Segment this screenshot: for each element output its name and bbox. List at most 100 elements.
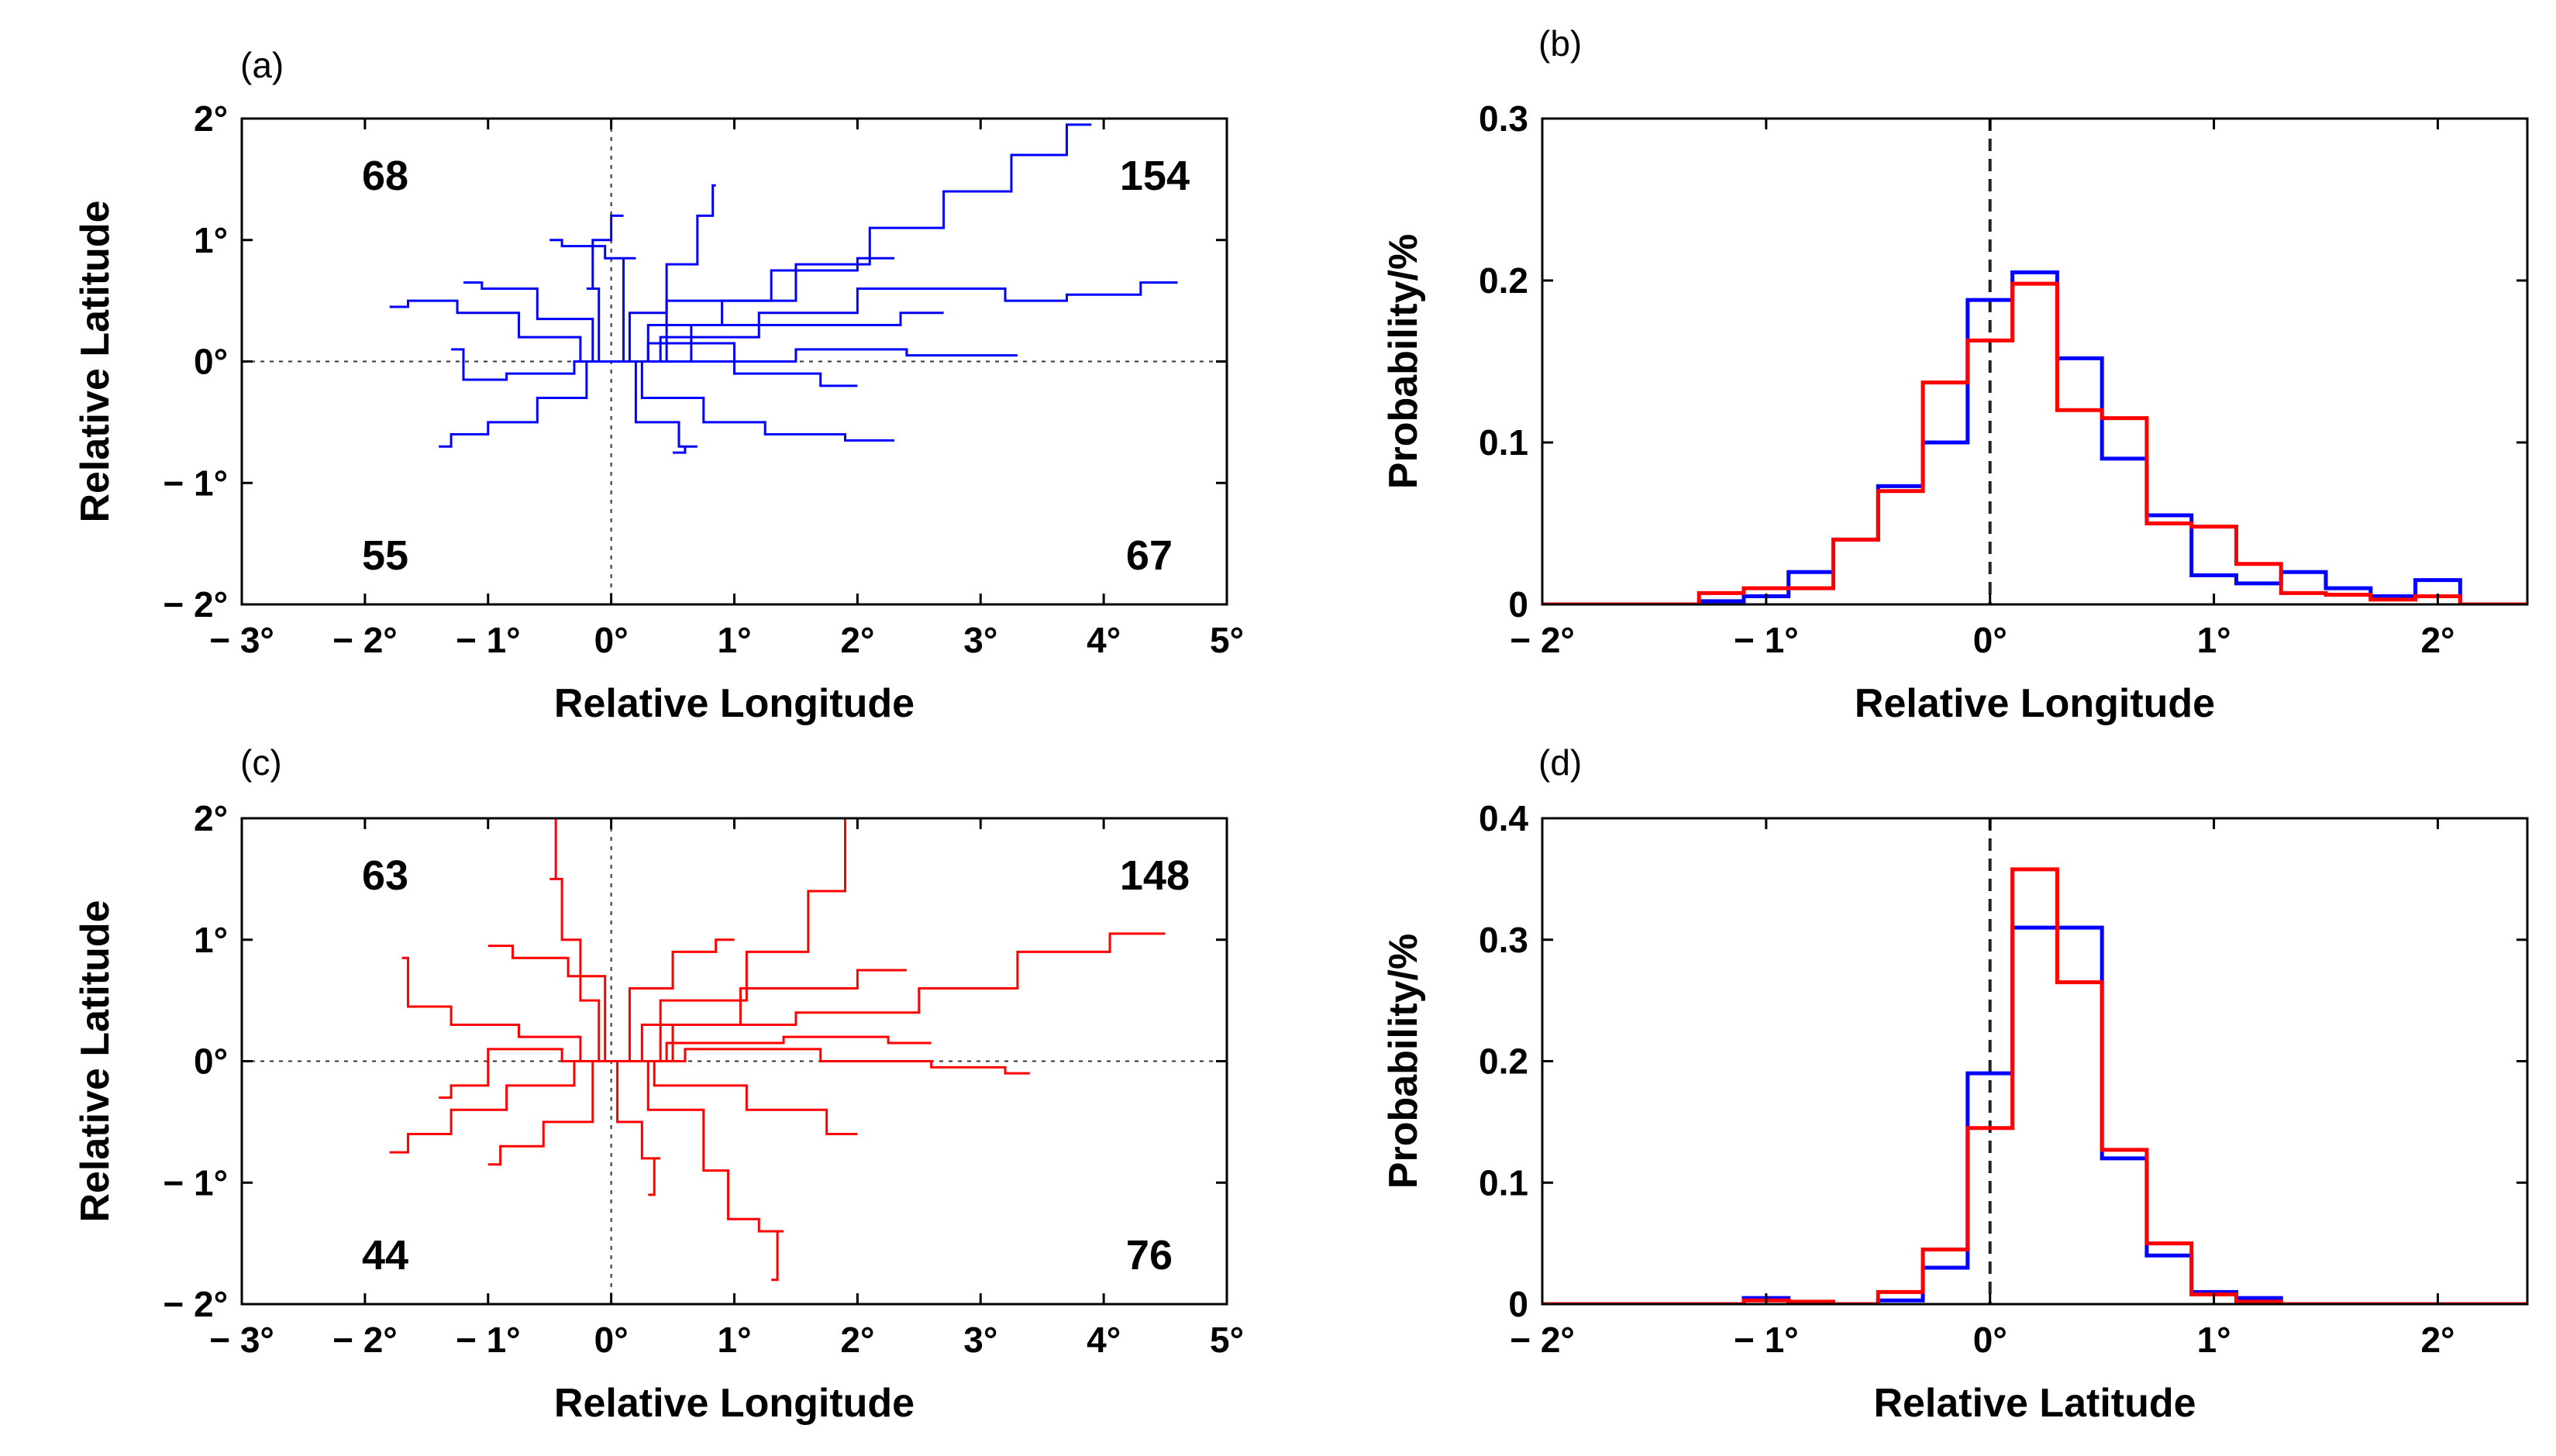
x-tick-label: 4° (1087, 1320, 1121, 1360)
y-axis-label: Probability/% (1381, 934, 1426, 1189)
x-axis-label: Relative Latitude (1873, 1381, 2196, 1426)
x-tick-label: 1° (2197, 620, 2231, 660)
track-group (389, 123, 1178, 454)
track-line (401, 956, 611, 1062)
y-tick-label: − 1° (163, 1162, 228, 1203)
track-line (611, 281, 1178, 363)
x-tick-label: 5° (1210, 620, 1244, 660)
x-tick-label: 2° (840, 1320, 874, 1360)
track-line (439, 1048, 611, 1100)
x-tick-label: 2° (2420, 620, 2454, 660)
track-line (611, 1060, 858, 1136)
x-tick-label: 3° (963, 620, 997, 660)
plot-frame (1541, 117, 2529, 606)
plot-frame (1541, 817, 2529, 1306)
x-tick-label: 3° (963, 1320, 997, 1360)
x-tick-label: 1° (2197, 1320, 2231, 1360)
track-line (611, 1060, 661, 1196)
y-axis-label: Relative Latitude (73, 900, 118, 1222)
x-tick-label: 0° (594, 1320, 629, 1360)
track-line (611, 184, 716, 363)
track-line (611, 342, 858, 387)
quadrant-count-bottom-left: 44 (362, 1232, 408, 1279)
track-line (611, 969, 907, 1062)
x-tick-label: 1° (718, 1320, 752, 1360)
histogram-group (1542, 270, 2527, 604)
track-line (487, 945, 611, 1062)
track-line (549, 239, 636, 363)
histogram-step-blue (1542, 270, 2527, 604)
track-line (451, 348, 611, 381)
y-tick-label: 0.1 (1479, 1162, 1528, 1203)
y-tick-label: 2° (194, 98, 228, 139)
panel-label: (c) (240, 742, 282, 783)
x-tick-label: − 1° (1734, 1320, 1799, 1360)
x-axis-label: Relative Longitude (554, 1381, 915, 1426)
y-tick-label: 1° (194, 920, 228, 960)
track-line (611, 256, 895, 363)
quadrant-count-bottom-right: 67 (1126, 532, 1173, 579)
y-tick-label: − 2° (163, 1284, 228, 1324)
track-line (611, 360, 895, 442)
histogram-step-red (1542, 281, 2527, 604)
quadrant-count-bottom-left: 55 (362, 532, 408, 579)
track-line (586, 214, 624, 363)
track-line (389, 1060, 611, 1154)
x-tick-label: 5° (1210, 1320, 1244, 1360)
x-tick-label: 2° (2420, 1320, 2454, 1360)
x-tick-label: 0° (1973, 620, 2007, 660)
y-tick-label: 0.3 (1479, 98, 1528, 139)
y-tick-label: 0.4 (1479, 798, 1528, 838)
quadrant-count-top-left: 63 (362, 852, 408, 899)
x-tick-label: − 1° (456, 1320, 521, 1360)
panel-label: (d) (1538, 742, 1582, 783)
histogram-step-red (1542, 867, 2527, 1304)
track-line (611, 312, 944, 363)
x-tick-label: − 2° (1510, 620, 1575, 660)
y-tick-label: 0.3 (1479, 920, 1528, 960)
x-tick-label: 1° (718, 620, 752, 660)
track-line (611, 938, 735, 1062)
track-line (487, 1060, 611, 1166)
x-tick-label: 0° (1973, 1320, 2007, 1360)
y-axis-label: Probability/% (1381, 234, 1426, 489)
track-line (611, 360, 698, 454)
histogram-group (1542, 867, 2527, 1304)
histogram-step-blue (1542, 925, 2527, 1304)
track-line (611, 1048, 1030, 1075)
quadrant-count-bottom-right: 76 (1126, 1232, 1173, 1279)
x-tick-label: 0° (594, 620, 629, 660)
x-axis-label: Relative Longitude (554, 681, 915, 726)
x-tick-label: 2° (840, 620, 874, 660)
x-tick-label: − 2° (332, 1320, 398, 1360)
x-tick-label: − 3° (209, 1320, 274, 1360)
x-axis-label: Relative Longitude (1855, 681, 2215, 726)
track-line (611, 348, 1018, 363)
track-line (463, 281, 611, 363)
y-tick-label: 0.2 (1479, 260, 1528, 301)
y-axis-label: Relative Latitude (73, 200, 118, 522)
quadrant-count-top-left: 68 (362, 153, 408, 199)
track-line (611, 1060, 784, 1282)
panel-label: (a) (240, 45, 284, 85)
quadrant-count-top-right: 148 (1120, 852, 1190, 899)
y-tick-label: 1° (194, 220, 228, 260)
y-tick-label: 0.1 (1479, 422, 1528, 463)
x-tick-label: − 1° (1734, 620, 1799, 660)
y-tick-label: 2° (194, 798, 228, 838)
track-line (549, 818, 611, 1062)
track-line (439, 360, 611, 448)
x-tick-label: − 3° (209, 620, 274, 660)
track-line (611, 818, 858, 1062)
x-tick-label: 4° (1087, 620, 1121, 660)
x-tick-label: − 2° (332, 620, 398, 660)
track-group (389, 818, 1166, 1282)
y-tick-label: 0° (194, 342, 228, 382)
panel-label: (b) (1538, 23, 1582, 64)
x-tick-label: − 1° (456, 620, 521, 660)
x-tick-label: − 2° (1510, 1320, 1575, 1360)
y-tick-label: 0 (1508, 584, 1528, 625)
y-tick-label: − 2° (163, 584, 228, 625)
y-tick-label: 0.2 (1479, 1041, 1528, 1082)
